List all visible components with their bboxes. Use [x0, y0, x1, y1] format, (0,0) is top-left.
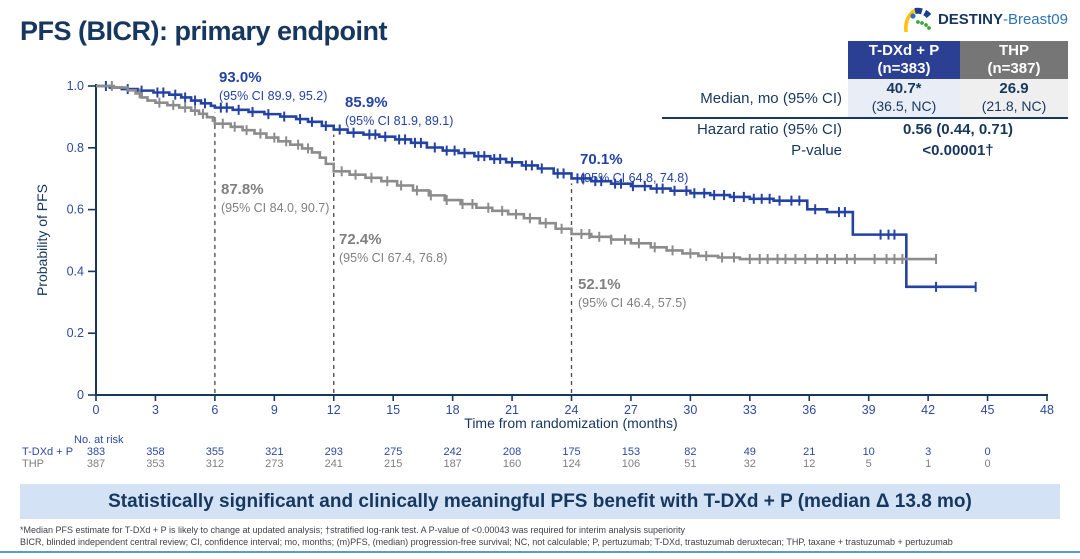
stats-col-header-tdxd: T-DXd + P (n=383) — [848, 41, 960, 79]
x-tick-label: 33 — [743, 403, 757, 417]
x-tick-label: 36 — [802, 403, 816, 417]
landmark-pct-24mo-thp: 52.1% — [578, 276, 621, 293]
logo-text: DESTINY-Breast09 — [938, 11, 1068, 28]
x-tick-label: 12 — [327, 403, 341, 417]
landmark-pct-6mo-tdxd: 93.0% — [219, 69, 262, 86]
landmark-ci-12mo-thp: (95% CI 67.4, 76.8) — [339, 251, 447, 265]
y-tick-label: 0.6 — [67, 203, 84, 217]
km-chart: 00.20.40.60.81.00 3 6 9 12 15 18 21 24 27 30 33 36 39… — [34, 69, 1054, 431]
median-value-tdxd: 40.7* (36.5, NC) — [848, 79, 960, 117]
page-title: PFS (BICR): primary endpoint — [20, 16, 388, 46]
y-axis-label: Probability of PFS — [34, 184, 50, 296]
median-thp-main: 26.9 — [999, 80, 1029, 97]
median-thp-ci: (21.8, NC) — [981, 98, 1047, 114]
logo: DESTINY-Breast09 — [900, 6, 1068, 32]
x-tick-label: 27 — [624, 403, 638, 417]
destiny-logo-icon — [903, 7, 932, 32]
x-tick-label: 45 — [981, 403, 995, 417]
x-tick-label: 21 — [505, 403, 519, 417]
landmark-pct-12mo-tdxd: 85.9% — [345, 94, 388, 111]
y-tick-label: 0.4 — [67, 264, 84, 278]
logo-text-primary: DESTINY — [937, 10, 1003, 28]
y-tick-label: 0.2 — [67, 326, 84, 340]
km-curve-thp — [96, 84, 937, 261]
x-tick-label: 3 — [152, 403, 159, 417]
landmark-ci-12mo-tdxd: (95% CI 81.9, 89.1) — [345, 114, 453, 128]
hazard-ratio-label: Hazard ratio (95% CI) — [696, 121, 842, 138]
logo-text-secondary: -Breast09 — [1002, 10, 1068, 28]
x-tick-label: 24 — [565, 403, 579, 417]
y-tick-label: 0 — [77, 388, 84, 402]
thp-arm-n: (n=387) — [987, 60, 1041, 77]
landmark-ci-24mo-tdxd: (95% CI 64.8, 74.8) — [580, 171, 688, 185]
landmark-pct-24mo-tdxd: 70.1% — [580, 151, 623, 168]
footnote-line-2: BICR, blinded independent central review… — [20, 537, 953, 547]
median-tdxd-main: 40.7* — [886, 80, 922, 97]
landmark-ci-6mo-thp: (95% CI 84.0, 90.7) — [221, 201, 329, 215]
x-tick-label: 48 — [1040, 403, 1054, 417]
x-tick-label: 42 — [921, 403, 935, 417]
landmark-ci-24mo-thp: (95% CI 46.4, 57.5) — [578, 296, 686, 310]
footnotes: *Median PFS estimate for T-DXd + P is li… — [20, 524, 1070, 548]
stats-table: T-DXd + P (n=383) THP (n=387) Median, mo… — [662, 41, 1068, 161]
x-tick-label: 9 — [271, 403, 278, 417]
landmark-pct-6mo-thp: 87.8% — [221, 181, 264, 198]
tdxd-arm-n: (n=383) — [877, 60, 931, 77]
p-value-value: <0.00001† — [922, 142, 994, 159]
median-value-thp: 26.9 (21.8, NC) — [960, 79, 1068, 117]
x-tick-label: 18 — [446, 403, 460, 417]
footnote-line-1: *Median PFS estimate for T-DXd + P is li… — [20, 525, 686, 535]
x-tick-label: 30 — [683, 403, 697, 417]
bottom-divider — [0, 551, 1080, 553]
median-row-label: Median, mo (95% CI) — [700, 89, 842, 107]
stats-col-header-thp: THP (n=387) — [960, 41, 1068, 79]
x-tick-label: 15 — [386, 403, 400, 417]
landmark-pct-12mo-thp: 72.4% — [339, 231, 382, 248]
median-tdxd-ci: (36.5, NC) — [871, 98, 937, 114]
x-tick-label: 0 — [93, 403, 100, 417]
landmark-ci-6mo-tdxd: (95% CI 89.9, 95.2) — [219, 89, 327, 103]
thp-arm-name: THP — [999, 42, 1029, 59]
x-tick-label: 6 — [211, 403, 218, 417]
hazard-ratio-value: 0.56 (0.44, 0.71) — [902, 121, 1014, 138]
p-value-label: P-value — [791, 142, 842, 159]
conclusion-banner: Statistically significant and clinically… — [20, 484, 1060, 519]
y-tick-label: 1.0 — [67, 79, 84, 93]
x-tick-label: 39 — [862, 403, 876, 417]
y-tick-label: 0.8 — [67, 141, 84, 155]
km-curve-tdxd — [96, 84, 976, 289]
x-axis-label: Time from randomization (months) — [464, 415, 677, 431]
tdxd-arm-name: T-DXd + P — [868, 42, 940, 59]
